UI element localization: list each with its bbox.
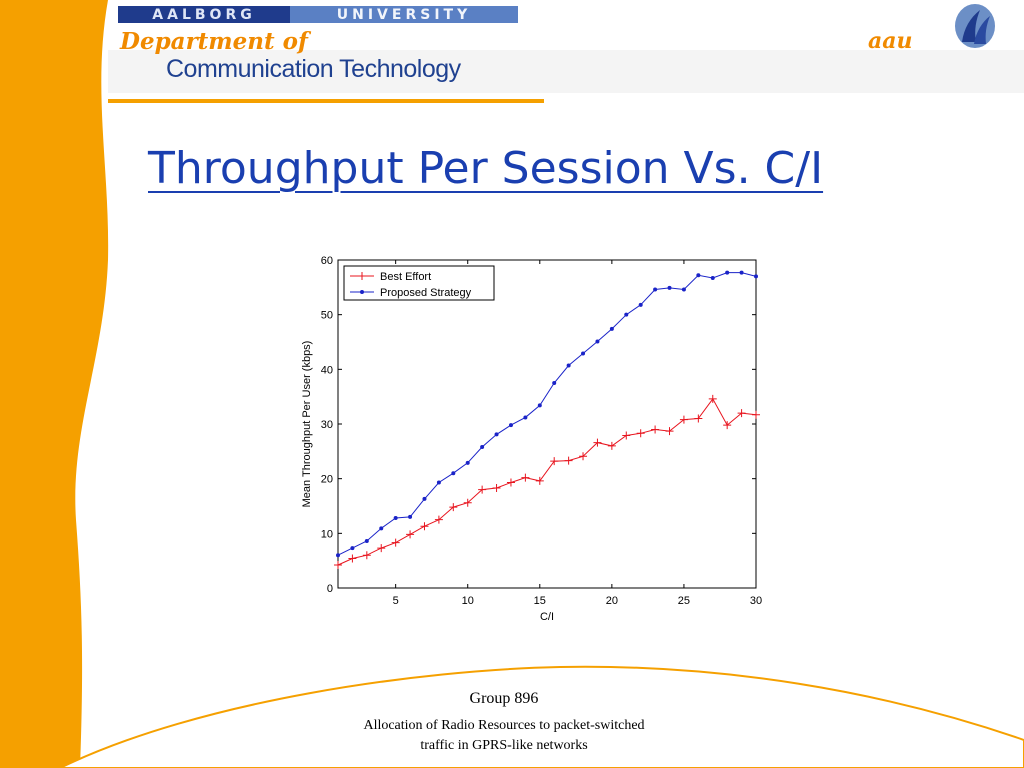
data-point-best-effort	[492, 483, 501, 492]
data-point-proposed-strategy	[537, 403, 542, 408]
y-tick-label: 50	[321, 310, 333, 322]
data-point-proposed-strategy	[494, 432, 499, 437]
y-tick-label: 60	[321, 255, 333, 267]
y-axis-label: Mean Throughput Per User (kbps)	[301, 341, 313, 508]
legend-label-proposed-strategy: Proposed Strategy	[380, 287, 472, 299]
data-point-best-effort	[593, 438, 602, 447]
plot-area	[337, 259, 757, 589]
throughput-chart: 0 10 20 30 40 50 60 5 10 15 20 25 30 C/I Mean Throughp…	[301, 255, 762, 623]
data-point-proposed-strategy	[508, 423, 513, 428]
data-point-proposed-strategy	[480, 444, 485, 449]
legend-marker-proposed-strategy	[360, 290, 364, 294]
data-point-best-effort	[420, 522, 429, 531]
footer-line-1: Allocation of Radio Resources to packet-…	[363, 718, 645, 733]
data-point-best-effort	[449, 503, 458, 512]
x-tick-label: 15	[534, 595, 546, 607]
data-point-proposed-strategy	[638, 302, 643, 307]
university-banner-right: UNIVERSITY	[290, 6, 518, 23]
data-point-best-effort	[694, 414, 703, 423]
data-point-proposed-strategy	[451, 471, 456, 476]
data-point-proposed-strategy	[653, 287, 658, 292]
data-point-best-effort	[708, 394, 717, 403]
x-tick-label: 10	[462, 595, 474, 607]
y-tick-label: 40	[321, 364, 333, 376]
data-point-proposed-strategy	[393, 516, 398, 521]
data-point-best-effort	[651, 425, 660, 434]
data-point-proposed-strategy	[364, 538, 369, 543]
department-name: Communication Technology	[166, 55, 461, 83]
data-point-proposed-strategy	[739, 270, 744, 275]
footer-line-2: traffic in GPRS-like networks	[420, 738, 588, 753]
data-point-proposed-strategy	[422, 496, 427, 501]
y-tick-label: 30	[321, 419, 333, 431]
data-point-best-effort	[348, 554, 357, 563]
footer-orange-arc	[59, 665, 1024, 768]
data-point-best-effort	[377, 544, 386, 553]
legend-box	[343, 265, 495, 301]
data-point-proposed-strategy	[710, 276, 715, 281]
university-banner-left: AALBORG	[118, 6, 290, 23]
data-point-proposed-strategy	[566, 363, 571, 368]
data-point-best-effort	[752, 410, 760, 419]
data-point-best-effort	[334, 561, 342, 570]
data-point-best-effort	[679, 415, 688, 424]
data-point-proposed-strategy	[552, 381, 557, 385]
left-orange-band	[0, 0, 109, 768]
data-point-proposed-strategy	[667, 285, 672, 290]
legend-label-best-effort: Best Effort	[380, 271, 431, 283]
footer-group: Group 896	[469, 690, 539, 707]
data-point-proposed-strategy	[465, 460, 470, 465]
data-point-best-effort	[406, 530, 415, 539]
data-point-best-effort	[564, 456, 573, 465]
aau-seal-icon	[955, 4, 995, 48]
data-point-proposed-strategy	[696, 273, 701, 278]
x-tick-label: 30	[750, 595, 762, 607]
y-tick-label: 20	[321, 474, 333, 486]
data-point-best-effort	[362, 551, 371, 560]
data-point-best-effort	[665, 427, 674, 436]
data-point-best-effort	[506, 478, 515, 487]
data-point-proposed-strategy	[436, 480, 441, 485]
data-point-best-effort	[737, 409, 746, 418]
data-point-proposed-strategy	[408, 514, 413, 519]
data-point-proposed-strategy	[609, 326, 614, 331]
data-point-proposed-strategy	[595, 339, 600, 344]
y-tick-label: 0	[327, 583, 333, 595]
data-point-best-effort	[550, 457, 559, 466]
university-banner: AALBORG UNIVERSITY	[118, 6, 518, 23]
data-point-proposed-strategy	[336, 553, 340, 558]
header-gray-strip	[108, 50, 1024, 93]
series-line-proposed-strategy	[337, 272, 757, 556]
slide-title: Throughput Per Session Vs. C/I	[148, 143, 824, 194]
data-point-best-effort	[521, 473, 530, 482]
data-point-proposed-strategy	[581, 351, 586, 356]
data-point-best-effort	[535, 476, 544, 485]
data-point-best-effort	[636, 429, 645, 438]
data-point-best-effort	[579, 452, 588, 461]
x-tick-label: 25	[678, 595, 690, 607]
header-rule	[108, 99, 544, 103]
x-axis-label: C/I	[540, 611, 554, 623]
department-label: Department of	[120, 28, 308, 55]
legend-marker-best-effort	[358, 272, 366, 280]
y-tick-label: 10	[321, 528, 333, 540]
data-point-best-effort	[622, 431, 631, 440]
data-point-proposed-strategy	[350, 546, 355, 551]
data-point-best-effort	[463, 498, 472, 507]
x-tick-label: 20	[606, 595, 618, 607]
data-point-best-effort	[607, 441, 616, 450]
data-point-proposed-strategy	[523, 415, 528, 420]
aau-logo-text: aau	[868, 28, 913, 54]
data-point-proposed-strategy	[379, 526, 384, 531]
x-tick-label: 5	[393, 595, 399, 607]
data-point-best-effort	[434, 515, 443, 524]
data-point-best-effort	[723, 421, 732, 430]
data-point-proposed-strategy	[624, 312, 629, 317]
data-point-best-effort	[478, 485, 487, 494]
data-point-proposed-strategy	[754, 274, 758, 279]
data-point-proposed-strategy	[681, 287, 686, 292]
data-point-best-effort	[391, 538, 400, 547]
data-point-proposed-strategy	[725, 270, 730, 275]
